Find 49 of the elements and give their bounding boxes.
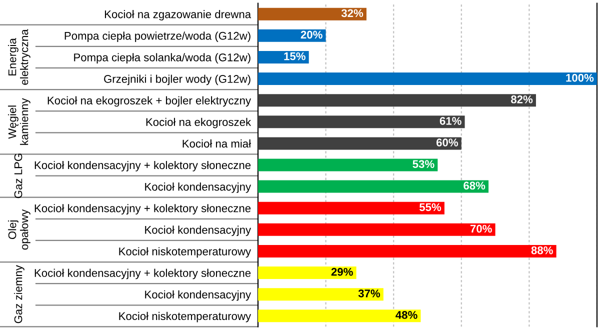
data-label: 15% xyxy=(284,52,306,60)
data-label: 100% xyxy=(566,74,594,82)
bar xyxy=(258,137,462,150)
y-tick-label: Kocioł kondensacyjny xyxy=(145,226,252,236)
data-label: 55% xyxy=(419,203,442,212)
data-label: 37% xyxy=(358,289,380,298)
y-tick-label: Pompa ciepła solanka/woda (G12w) xyxy=(74,53,250,64)
y-tick-label: Kocioł kondensacyjny xyxy=(145,182,252,193)
y-tick-label: Kocioł na miał xyxy=(182,139,251,148)
data-label: 60% xyxy=(436,138,458,146)
y-tick-label: Kocioł kondensacyjny xyxy=(145,290,252,301)
data-label: 70% xyxy=(470,224,492,233)
bar xyxy=(258,266,356,280)
text: Olej opałowy xyxy=(8,209,30,250)
y-tick-label: Kocioł kondensacyjny + kolektory słoneczne xyxy=(34,204,251,214)
bar xyxy=(258,180,489,193)
bar xyxy=(258,116,465,128)
data-label: 29% xyxy=(331,268,353,276)
y-tick-label: Grzejniki i bojler wody (G12w) xyxy=(104,74,250,86)
bar xyxy=(258,158,438,172)
y-tick-label: Kocioł kondensacyjny + kolektory słoneczne xyxy=(34,268,251,280)
data-label: 32% xyxy=(341,9,364,18)
y-tick-label: Kocioł kondensacyjny + kolektory słoneczne xyxy=(34,160,251,172)
text: Gaz ziemny xyxy=(14,265,24,324)
bar xyxy=(258,72,597,86)
data-label: 53% xyxy=(412,160,434,168)
y-tick-label: Kocioł na ekogroszek xyxy=(146,118,252,128)
y-tick-label: Pompa ciepła powietrze/woda (G12w) xyxy=(64,32,250,42)
data-label: 20% xyxy=(300,30,322,39)
bar xyxy=(258,29,326,42)
bar xyxy=(258,244,556,258)
y-tick-label: Kocioł niskotemperaturowy xyxy=(119,247,252,258)
data-label: 48% xyxy=(396,311,418,319)
y-tick-label: Kocioł na zgazowanie drewna xyxy=(104,10,252,20)
data-label: 68% xyxy=(464,182,486,190)
bar xyxy=(258,8,366,20)
text: Gaz LPG xyxy=(14,154,22,198)
data-label: 88% xyxy=(531,246,553,254)
bar xyxy=(258,202,444,214)
data-label: 61% xyxy=(440,116,462,125)
data-label: 82% xyxy=(511,95,533,104)
bar xyxy=(258,223,496,236)
text: Energia elektryczna xyxy=(8,29,30,85)
y-tick-label: Kocioł na ekogroszek + bojler elektryczny xyxy=(48,96,252,107)
bar xyxy=(258,94,536,107)
bar xyxy=(258,310,421,322)
y-tick-label: Kocioł niskotemperaturowy xyxy=(119,312,252,322)
bar xyxy=(258,288,384,301)
text: Węgiel kamienny xyxy=(8,98,30,145)
